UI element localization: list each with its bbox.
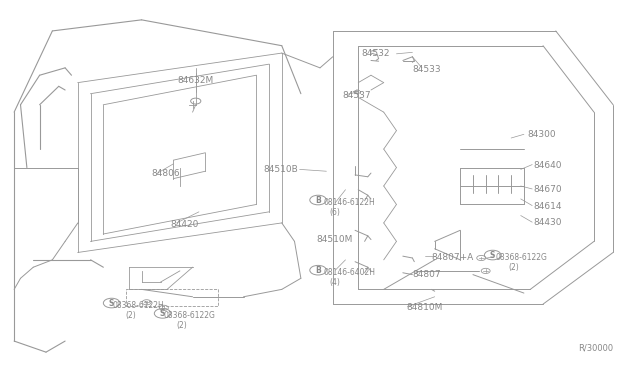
Text: R/30000: R/30000 — [578, 343, 613, 352]
Text: 84537: 84537 — [342, 91, 371, 100]
Text: (2): (2) — [508, 263, 519, 272]
Text: 84807+A: 84807+A — [431, 253, 474, 263]
Text: (2): (2) — [177, 321, 188, 330]
Text: 84614: 84614 — [534, 202, 562, 211]
Text: 84810M: 84810M — [406, 303, 442, 312]
Text: (6): (6) — [330, 208, 340, 217]
Text: 84532: 84532 — [362, 49, 390, 58]
Text: 08368-6122G: 08368-6122G — [495, 253, 547, 263]
Text: 84640: 84640 — [534, 161, 562, 170]
Text: 84420: 84420 — [170, 220, 198, 229]
Text: 84430: 84430 — [534, 218, 562, 227]
Text: B: B — [316, 196, 321, 205]
Text: 84807: 84807 — [412, 270, 441, 279]
Text: 84670: 84670 — [534, 185, 562, 194]
Text: 84806: 84806 — [151, 169, 180, 177]
Text: 84533: 84533 — [412, 65, 441, 74]
Text: 08368-6122H: 08368-6122H — [113, 301, 164, 311]
Text: 08146-6402H: 08146-6402H — [323, 268, 375, 277]
Text: 84510M: 84510M — [317, 235, 353, 244]
Text: (4): (4) — [330, 278, 340, 287]
Text: S: S — [490, 251, 495, 260]
Text: 84300: 84300 — [527, 130, 556, 139]
Text: (2): (2) — [125, 311, 136, 320]
Text: 84632M: 84632M — [178, 76, 214, 85]
Text: 08146-6122H: 08146-6122H — [323, 198, 375, 207]
Text: 08368-6122G: 08368-6122G — [164, 311, 216, 320]
Text: S: S — [160, 309, 165, 318]
Text: B: B — [316, 266, 321, 275]
Text: S: S — [109, 299, 115, 308]
Text: 84510B: 84510B — [263, 165, 298, 174]
